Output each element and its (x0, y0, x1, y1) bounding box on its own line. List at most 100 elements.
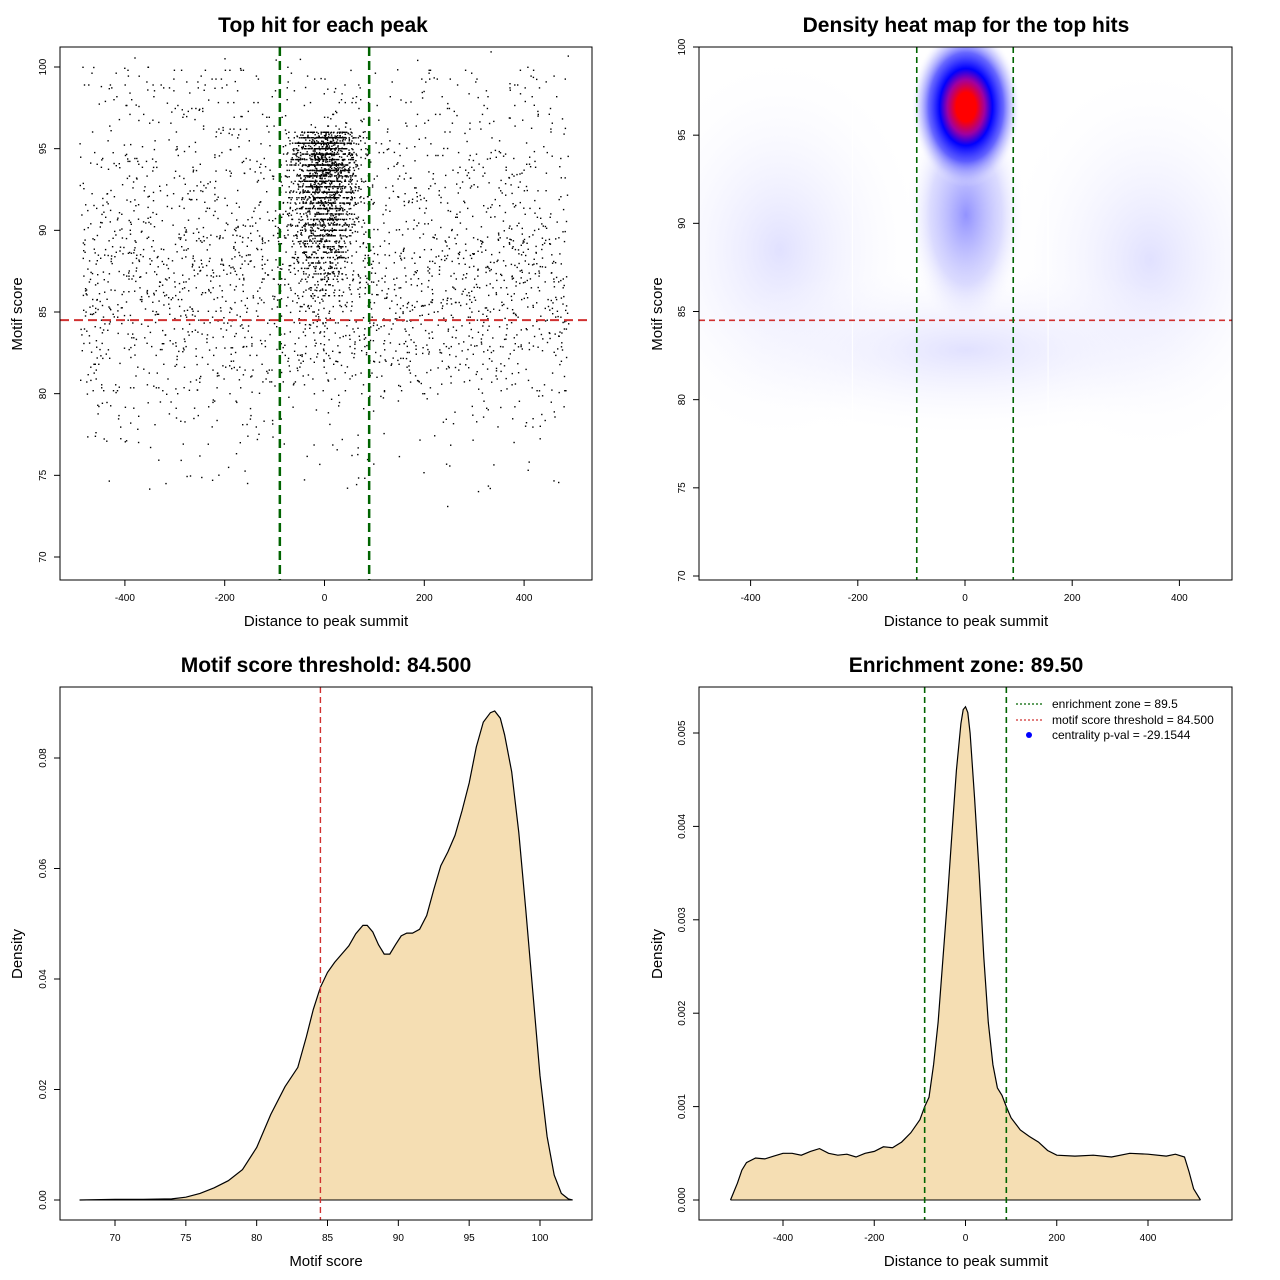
scatter-point (423, 393, 426, 395)
scatter-point (125, 153, 128, 156)
scatter-point (559, 166, 561, 168)
scatter-point (96, 357, 98, 359)
scatter-point (502, 346, 504, 348)
scatter-point (345, 334, 347, 337)
scatter-point (563, 321, 566, 323)
scatter-point (178, 233, 180, 235)
scatter-point (564, 390, 566, 392)
scatter-point (329, 194, 331, 196)
scatter-point (323, 360, 325, 362)
scatter-point (330, 137, 332, 139)
scatter-point (324, 201, 327, 203)
scatter-point (346, 211, 348, 213)
scatter-point (299, 229, 302, 231)
scatter-point (263, 177, 265, 180)
scatter-point (469, 316, 471, 318)
scatter-point (320, 202, 323, 204)
scatter-point (314, 193, 316, 195)
scatter-point (251, 391, 253, 393)
scatter-point (355, 203, 358, 205)
scatter-point (156, 166, 158, 169)
scatter-point (336, 158, 339, 161)
scatter-point (235, 332, 237, 335)
scatter-point (234, 335, 236, 338)
scatter-point (304, 334, 307, 337)
scatter-point (487, 409, 489, 411)
scatter-point (329, 169, 331, 172)
scatter-point (325, 187, 328, 189)
scatter-point (286, 201, 289, 204)
scatter-point (384, 254, 386, 256)
scatter-point (287, 229, 289, 231)
scatter-point (336, 164, 338, 166)
scatter-point (247, 110, 249, 113)
scatter-point (496, 260, 498, 263)
scatter-point (212, 287, 214, 289)
scatter-point (324, 197, 327, 199)
scatter-point (351, 140, 353, 142)
scatter-point (333, 175, 336, 177)
scatter-point (299, 168, 301, 170)
scatter-point (326, 197, 328, 199)
scatter-point (538, 328, 541, 330)
scatter-point (150, 223, 152, 225)
scatter-point (254, 171, 256, 173)
scatter-point (325, 239, 328, 241)
scatter-point (312, 131, 314, 133)
scatter-point (238, 251, 240, 254)
scatter-point (314, 270, 317, 272)
scatter-point (313, 311, 315, 313)
scatter-point (558, 391, 560, 394)
scatter-point (323, 153, 325, 155)
scatter-point (328, 267, 330, 270)
scatter-point (219, 235, 221, 237)
scatter-point (479, 287, 481, 289)
scatter-point (312, 322, 315, 324)
scatter-point (353, 169, 356, 172)
scatter-point (242, 274, 244, 276)
scatter-point (155, 290, 157, 292)
scatter-point (388, 197, 391, 199)
scatter-point (324, 135, 326, 137)
scatter-point (360, 99, 362, 101)
scatter-point (257, 101, 259, 104)
scatter-point (364, 180, 367, 182)
scatter-point (101, 159, 103, 161)
scatter-point (222, 263, 224, 266)
scatter-point (521, 172, 523, 174)
scatter-point (107, 329, 109, 331)
scatter-point (100, 166, 103, 168)
scatter-point (200, 75, 202, 77)
scatter-point (335, 153, 337, 155)
scatter-point (328, 339, 330, 341)
scatter-point (220, 310, 222, 312)
scatter-point (319, 463, 321, 466)
scatter-point (357, 202, 359, 204)
scatter-point (239, 325, 242, 327)
scatter-point (276, 299, 279, 301)
scatter-point (337, 169, 339, 172)
scatter-point (427, 266, 429, 268)
scatter-point (311, 161, 313, 163)
scatter-point (397, 178, 399, 180)
scatter-point (480, 246, 482, 248)
scatter-point (296, 207, 298, 210)
scatter-point (296, 152, 298, 155)
scatter-point (313, 156, 316, 158)
scatter-point (412, 327, 414, 329)
scatter-point (369, 395, 371, 397)
scatter-point (316, 325, 318, 328)
scatter-point (328, 134, 330, 136)
scatter-point (318, 191, 320, 193)
scatter-point (323, 204, 325, 206)
scatter-point (529, 166, 532, 168)
scatter-point (113, 316, 115, 318)
scatter-point (358, 186, 360, 188)
scatter-point (320, 77, 322, 80)
scatter-point (308, 323, 311, 326)
scatter-point (540, 315, 542, 317)
panel-4-ytick-label: 0.004 (677, 813, 688, 838)
scatter-point (326, 148, 329, 150)
scatter-point (119, 167, 121, 169)
scatter-point (562, 321, 564, 324)
